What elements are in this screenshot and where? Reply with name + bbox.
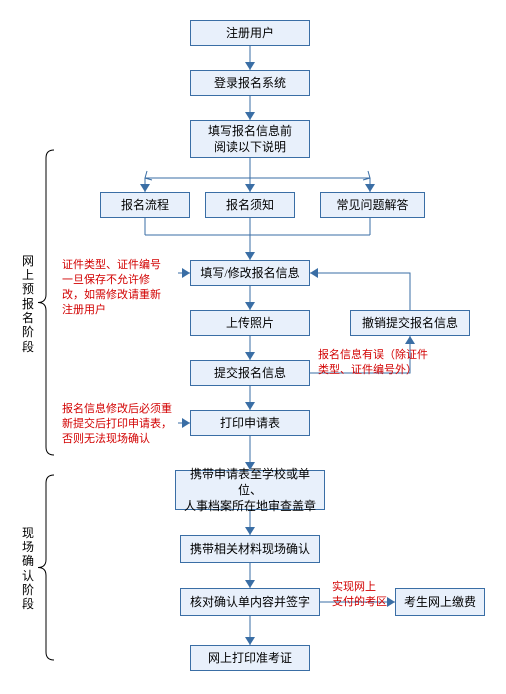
annotation-online-pay: 实现网上支付的考区 xyxy=(332,580,396,610)
node-readme: 填写报名信息前阅读以下说明 xyxy=(190,120,310,158)
annotation-id-locked: 证件类型、证件编号一旦保存不允许修改，如需修改请重新注册用户 xyxy=(62,258,182,317)
node-text: 注册用户 xyxy=(226,25,274,41)
node-text: 打印申请表 xyxy=(220,415,280,431)
node-text: 填写报名信息前阅读以下说明 xyxy=(208,123,292,155)
node-onsite-confirm: 携带相关材料现场确认 xyxy=(180,535,320,563)
node-text: 考生网上缴费 xyxy=(404,594,476,610)
node-text: 常见问题解答 xyxy=(336,197,408,213)
node-text: 上传照片 xyxy=(226,315,274,331)
node-register: 注册用户 xyxy=(190,20,310,46)
node-text: 携带申请表至学校或单位、人事档案所在地审查盖章 xyxy=(180,466,320,515)
node-text: 填写/修改报名信息 xyxy=(200,265,299,281)
node-text: 网上打印准考证 xyxy=(208,650,292,666)
annot-text: 报名信息有误（除证件类型、证件编号外） xyxy=(318,349,428,376)
node-revoke-submit: 撤销提交报名信息 xyxy=(350,310,470,336)
node-text: 报名须知 xyxy=(226,197,274,213)
annot-text: 报名信息修改后必须重新提交后打印申请表，否则无法现场确认 xyxy=(62,403,172,445)
annot-text: 实现网上支付的考区 xyxy=(332,581,387,608)
node-print-request: 打印申请表 xyxy=(190,410,310,436)
node-upload-photo: 上传照片 xyxy=(190,310,310,336)
node-text: 登录报名系统 xyxy=(214,75,286,91)
node-login: 登录报名系统 xyxy=(190,70,310,96)
node-text: 提交报名信息 xyxy=(214,365,286,381)
node-text: 报名流程 xyxy=(121,197,169,213)
annotation-reprint: 报名信息修改后必须重新提交后打印申请表，否则无法现场确认 xyxy=(62,402,192,447)
node-process-flow: 报名流程 xyxy=(100,192,190,218)
node-submit-info: 提交报名信息 xyxy=(190,360,310,386)
phase-label-online: 网 上 预 报 名 阶 段 xyxy=(21,254,35,355)
node-fill-info: 填写/修改报名信息 xyxy=(190,260,310,286)
node-online-pay: 考生网上缴费 xyxy=(395,588,485,616)
node-verify-sign: 核对确认单内容并签字 xyxy=(180,588,320,616)
node-faq: 常见问题解答 xyxy=(320,192,425,218)
annot-text: 证件类型、证件编号一旦保存不允许修改，如需修改请重新注册用户 xyxy=(62,259,161,316)
node-text: 核对确认单内容并签字 xyxy=(190,594,310,610)
phase-label-onsite: 现 场 确 认 阶 段 xyxy=(21,526,35,612)
node-print-admission: 网上打印准考证 xyxy=(190,645,310,671)
annotation-info-error: 报名信息有误（除证件类型、证件编号外） xyxy=(318,348,458,378)
node-text: 携带相关材料现场确认 xyxy=(190,541,310,557)
node-text: 撤销提交报名信息 xyxy=(362,315,458,331)
node-bring-for-seal: 携带申请表至学校或单位、人事档案所在地审查盖章 xyxy=(175,470,325,510)
node-notice: 报名须知 xyxy=(205,192,295,218)
